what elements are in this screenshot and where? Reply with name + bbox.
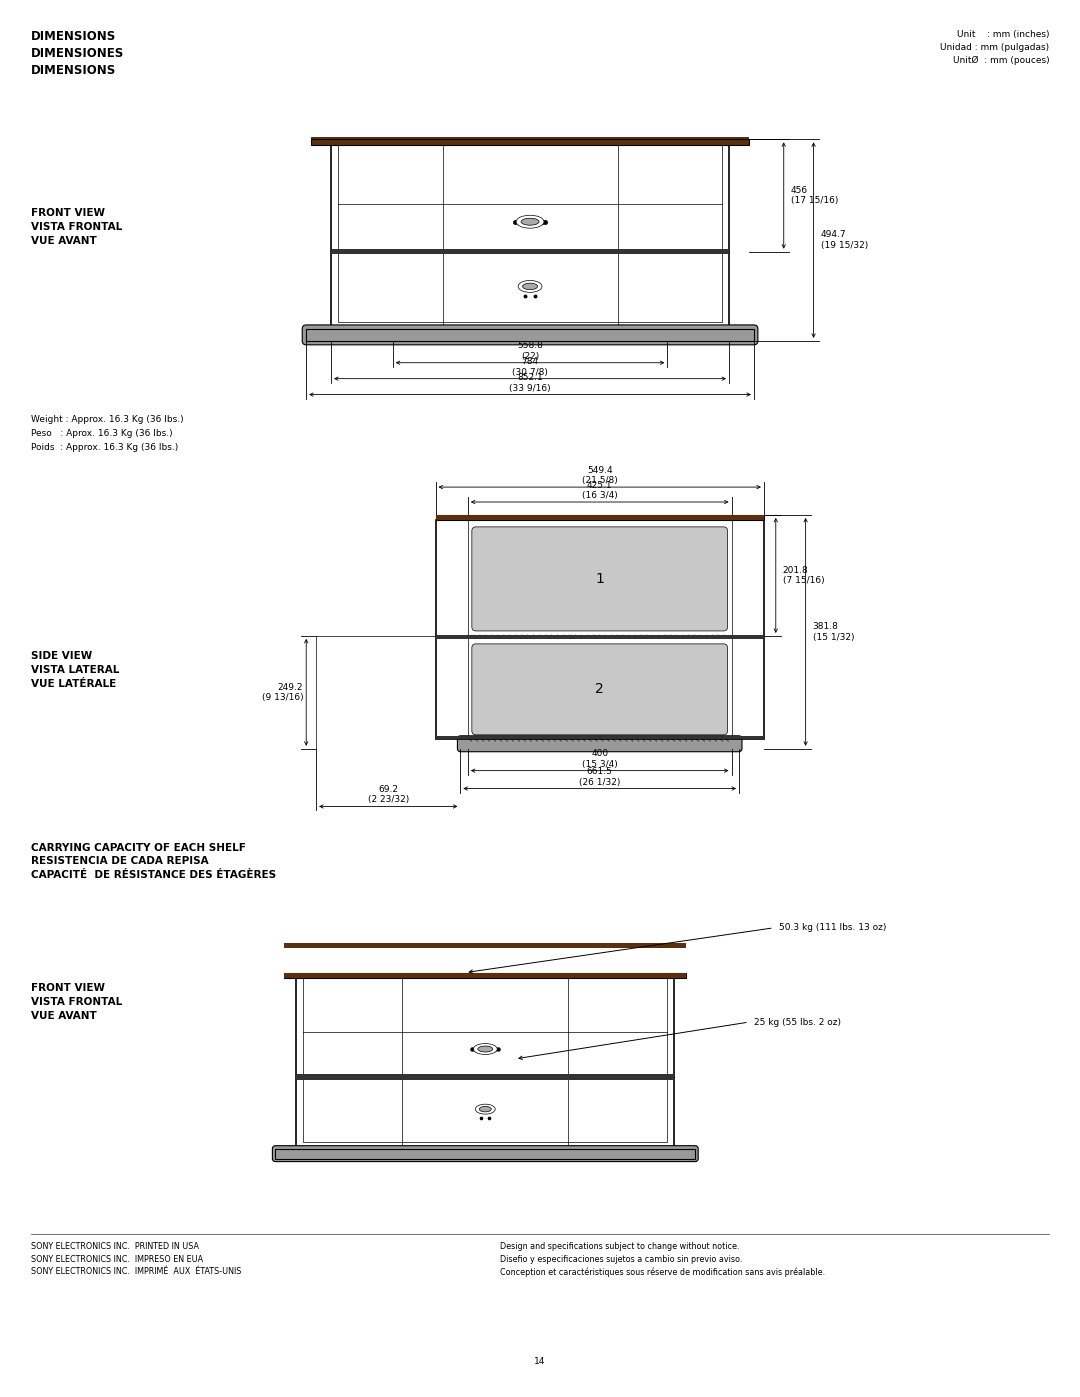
Text: DIMENSIONS
DIMENSIONES
DIMENSIONS: DIMENSIONS DIMENSIONES DIMENSIONS — [30, 31, 124, 77]
Ellipse shape — [475, 1104, 496, 1115]
Text: 558.8
(22): 558.8 (22) — [517, 341, 543, 360]
Text: 494.7
(19 15/32): 494.7 (19 15/32) — [821, 231, 868, 250]
FancyBboxPatch shape — [472, 644, 728, 735]
FancyBboxPatch shape — [302, 326, 758, 345]
Text: 456
(17 15/16): 456 (17 15/16) — [791, 186, 838, 205]
Ellipse shape — [523, 284, 538, 289]
Bar — [296, 1074, 674, 1080]
Bar — [435, 515, 764, 520]
Bar — [284, 972, 686, 978]
Text: CARRYING CAPACITY OF EACH SHELF
RESISTENCIA DE CADA REPISA
CAPACITÉ  DE RÉSISTAN: CARRYING CAPACITY OF EACH SHELF RESISTEN… — [30, 844, 275, 880]
Text: 14: 14 — [535, 1356, 545, 1366]
Text: 201.8
(7 15/16): 201.8 (7 15/16) — [783, 566, 824, 585]
Bar — [311, 140, 748, 145]
Text: 381.8
(15 1/32): 381.8 (15 1/32) — [812, 622, 854, 641]
Text: 784
(30 7/8): 784 (30 7/8) — [512, 358, 548, 377]
Text: 2: 2 — [595, 682, 604, 696]
Bar — [435, 520, 764, 739]
Bar — [338, 145, 723, 321]
Bar — [435, 736, 764, 739]
FancyBboxPatch shape — [472, 527, 728, 631]
Text: FRONT VIEW
VISTA FRONTAL
VUE AVANT: FRONT VIEW VISTA FRONTAL VUE AVANT — [30, 208, 122, 246]
Text: 549.4
(21 5/8): 549.4 (21 5/8) — [582, 465, 618, 485]
Bar — [332, 145, 729, 328]
Ellipse shape — [477, 1046, 492, 1052]
FancyBboxPatch shape — [458, 736, 742, 752]
Text: 852.1
(33 9/16): 852.1 (33 9/16) — [510, 373, 551, 393]
Ellipse shape — [521, 218, 539, 225]
Bar — [296, 978, 674, 1148]
Text: 661.5
(26 1/32): 661.5 (26 1/32) — [579, 767, 620, 787]
Text: 249.2
(9 13/16): 249.2 (9 13/16) — [261, 683, 303, 703]
Ellipse shape — [480, 1106, 491, 1112]
Text: 50.3 kg (111 lbs. 13 oz): 50.3 kg (111 lbs. 13 oz) — [779, 923, 887, 932]
Bar — [307, 328, 754, 341]
Text: 400
(15 3/4): 400 (15 3/4) — [582, 749, 618, 768]
Text: SIDE VIEW
VISTA LATERAL
VUE LATÉRALE: SIDE VIEW VISTA LATERAL VUE LATÉRALE — [30, 651, 119, 689]
Text: 69.2
(2 23/32): 69.2 (2 23/32) — [367, 785, 409, 805]
Text: Design and speciﬁcations subject to change without notice.
Diseﬁo y especiﬁcacio: Design and speciﬁcations subject to chan… — [500, 1242, 825, 1277]
Bar — [275, 1148, 696, 1158]
Text: 1: 1 — [595, 571, 604, 585]
Ellipse shape — [473, 1044, 497, 1055]
Text: 25 kg (55 lbs. 2 oz): 25 kg (55 lbs. 2 oz) — [754, 1017, 841, 1027]
Bar — [435, 634, 764, 638]
Ellipse shape — [518, 281, 542, 292]
FancyBboxPatch shape — [272, 1146, 698, 1161]
Bar — [284, 943, 686, 947]
Ellipse shape — [516, 215, 544, 228]
Text: 425.1
(16 3/4): 425.1 (16 3/4) — [582, 481, 618, 500]
Text: Unit    : mm (inches)
Unidad : mm (pulgadas)
UnitØ  : mm (pouces): Unit : mm (inches) Unidad : mm (pulgadas… — [941, 31, 1050, 64]
Bar — [303, 978, 667, 1141]
Bar — [332, 249, 729, 254]
Bar — [311, 137, 748, 145]
Bar — [284, 972, 686, 978]
Bar — [435, 515, 764, 520]
Text: Weight : Approx. 16.3 Kg (36 lbs.)
Peso   : Aprox. 16.3 Kg (36 lbs.)
Poids  : Ap: Weight : Approx. 16.3 Kg (36 lbs.) Peso … — [30, 415, 184, 453]
Text: SONY ELECTRONICS INC.  PRINTED IN USA
SONY ELECTRONICS INC.  IMPRESO EN EUA
SONY: SONY ELECTRONICS INC. PRINTED IN USA SON… — [30, 1242, 241, 1277]
Text: FRONT VIEW
VISTA FRONTAL
VUE AVANT: FRONT VIEW VISTA FRONTAL VUE AVANT — [30, 982, 122, 1021]
